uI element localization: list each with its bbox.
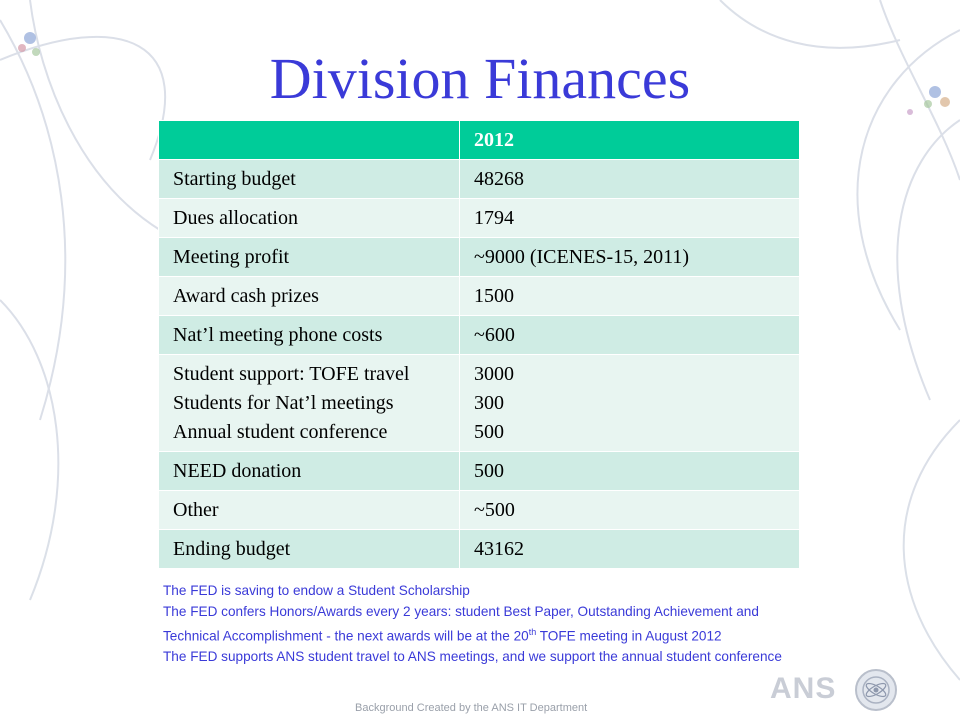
notes-block: The FED is saving to endow a Student Sch… xyxy=(163,581,953,668)
row-label: Other xyxy=(158,490,460,530)
row-label-multiline: Student support: TOFE travel Students fo… xyxy=(158,354,460,452)
finance-table: 2012 Starting budget 48268 Dues allocati… xyxy=(158,120,800,569)
table-row-student-support: Student support: TOFE travel Students fo… xyxy=(158,354,800,452)
row-value-line: 300 xyxy=(474,391,504,414)
row-value: 1500 xyxy=(459,276,800,316)
note-line: Technical Accomplishment - the next awar… xyxy=(163,622,953,647)
row-value-line: 500 xyxy=(474,420,504,443)
note-text: Technical Accomplishment - the next awar… xyxy=(163,628,529,644)
note-line: The FED confers Honors/Awards every 2 ye… xyxy=(163,603,759,619)
table-row: NEED donation 500 xyxy=(158,451,800,491)
note-text: TOFE meeting in August 2012 xyxy=(536,628,722,644)
row-value: 48268 xyxy=(459,159,800,199)
row-label-line: Students for Nat’l meetings xyxy=(173,391,394,414)
note-line: The FED supports ANS student travel to A… xyxy=(163,649,782,665)
row-label: Meeting profit xyxy=(158,237,460,277)
row-label-line: Annual student conference xyxy=(173,420,388,443)
row-value: ~600 xyxy=(459,315,800,355)
table-row: Other ~500 xyxy=(158,490,800,530)
table-row: Award cash prizes 1500 xyxy=(158,276,800,316)
ans-seal-icon xyxy=(854,669,897,711)
row-value: ~500 xyxy=(459,490,800,530)
row-value: 43162 xyxy=(459,529,800,569)
table-header-row: 2012 xyxy=(158,120,800,160)
row-label: Nat’l meeting phone costs xyxy=(158,315,460,355)
note-superscript: th xyxy=(528,627,537,637)
table-row: Dues allocation 1794 xyxy=(158,198,800,238)
header-cell-label xyxy=(158,120,460,160)
ans-logo-text: ANS xyxy=(770,671,837,705)
slide-title: Division Finances xyxy=(269,46,691,111)
row-label: NEED donation xyxy=(158,451,460,491)
row-value-line: 3000 xyxy=(474,362,514,385)
table-row: Ending budget 43162 xyxy=(158,529,800,569)
ans-logo: ANS xyxy=(770,668,902,712)
table-row: Meeting profit ~9000 (ICENES-15, 2011) xyxy=(158,237,800,277)
row-value: 1794 xyxy=(459,198,800,238)
background-credit: Background Created by the ANS IT Departm… xyxy=(355,702,588,714)
row-value: 500 xyxy=(459,451,800,491)
note-line: The FED is saving to endow a Student Sch… xyxy=(163,583,470,598)
row-value-multiline: 3000 300 500 xyxy=(459,354,800,452)
row-label: Ending budget xyxy=(158,529,460,569)
header-cell-year: 2012 xyxy=(459,120,800,160)
table-row: Nat’l meeting phone costs ~600 xyxy=(158,315,800,355)
row-label: Dues allocation xyxy=(158,198,460,238)
row-label: Starting budget xyxy=(158,159,460,199)
row-label: Award cash prizes xyxy=(158,276,460,316)
table-row: Starting budget 48268 xyxy=(158,159,800,199)
row-value: ~9000 (ICENES-15, 2011) xyxy=(459,237,800,277)
row-label-line: Student support: TOFE travel xyxy=(173,362,410,385)
